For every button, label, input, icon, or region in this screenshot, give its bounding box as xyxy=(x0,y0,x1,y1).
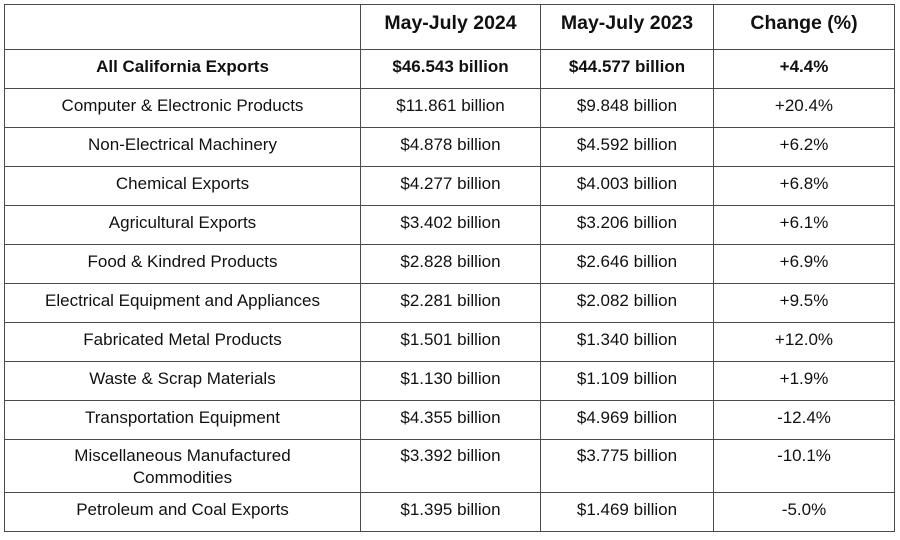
header-may-july-2023: May-July 2023 xyxy=(540,4,714,50)
category-cell: Transportation Equipment xyxy=(4,400,361,440)
category-cell: Petroleum and Coal Exports xyxy=(4,492,361,532)
change-cell: +12.0% xyxy=(713,322,895,362)
table-row: Chemical Exports $4.277 billion $4.003 b… xyxy=(4,166,895,206)
value-2023-cell: $2.082 billion xyxy=(540,283,714,323)
table-row: Non-Electrical Machinery $4.878 billion … xyxy=(4,127,895,167)
category-cell: Food & Kindred Products xyxy=(4,244,361,284)
value-2023-cell: $3.775 billion xyxy=(540,439,714,493)
change-cell: +6.9% xyxy=(713,244,895,284)
category-cell: Non-Electrical Machinery xyxy=(4,127,361,167)
value-2024-cell: $1.501 billion xyxy=(360,322,541,362)
table-row: Food & Kindred Products $2.828 billion $… xyxy=(4,244,895,284)
value-2023-cell: $3.206 billion xyxy=(540,205,714,245)
value-2024-cell: $2.281 billion xyxy=(360,283,541,323)
value-2024-cell: $2.828 billion xyxy=(360,244,541,284)
value-2024-cell: $3.392 billion xyxy=(360,439,541,493)
table-row: Electrical Equipment and Appliances $2.2… xyxy=(4,283,895,323)
exports-comparison-table: May-July 2024 May-July 2023 Change (%) A… xyxy=(4,4,895,532)
category-cell: Chemical Exports xyxy=(4,166,361,206)
table-row: Waste & Scrap Materials $1.130 billion $… xyxy=(4,361,895,401)
change-cell: +6.8% xyxy=(713,166,895,206)
change-cell: +1.9% xyxy=(713,361,895,401)
change-cell: +4.4% xyxy=(713,49,895,89)
value-2024-cell: $4.355 billion xyxy=(360,400,541,440)
table-row-total: All California Exports $46.543 billion $… xyxy=(4,49,895,89)
category-cell: Waste & Scrap Materials xyxy=(4,361,361,401)
change-cell: -5.0% xyxy=(713,492,895,532)
value-2024-cell: $46.543 billion xyxy=(360,49,541,89)
table-row: Petroleum and Coal Exports $1.395 billio… xyxy=(4,492,895,532)
value-2023-cell: $4.969 billion xyxy=(540,400,714,440)
table-row: Miscellaneous Manufactured Commodities $… xyxy=(4,439,895,493)
category-cell: Agricultural Exports xyxy=(4,205,361,245)
value-2023-cell: $2.646 billion xyxy=(540,244,714,284)
category-cell: All California Exports xyxy=(4,49,361,89)
change-cell: +6.2% xyxy=(713,127,895,167)
value-2023-cell: $4.592 billion xyxy=(540,127,714,167)
table-row: Fabricated Metal Products $1.501 billion… xyxy=(4,322,895,362)
value-2023-cell: $1.109 billion xyxy=(540,361,714,401)
value-2024-cell: $3.402 billion xyxy=(360,205,541,245)
change-cell: -12.4% xyxy=(713,400,895,440)
change-cell: -10.1% xyxy=(713,439,895,493)
change-cell: +20.4% xyxy=(713,88,895,128)
table-row: Computer & Electronic Products $11.861 b… xyxy=(4,88,895,128)
category-cell: Electrical Equipment and Appliances xyxy=(4,283,361,323)
value-2023-cell: $1.469 billion xyxy=(540,492,714,532)
value-2023-cell: $1.340 billion xyxy=(540,322,714,362)
change-cell: +9.5% xyxy=(713,283,895,323)
value-2023-cell: $9.848 billion xyxy=(540,88,714,128)
category-cell: Fabricated Metal Products xyxy=(4,322,361,362)
value-2024-cell: $11.861 billion xyxy=(360,88,541,128)
value-2024-cell: $4.277 billion xyxy=(360,166,541,206)
value-2024-cell: $1.395 billion xyxy=(360,492,541,532)
table-row: Transportation Equipment $4.355 billion … xyxy=(4,400,895,440)
header-may-july-2024: May-July 2024 xyxy=(360,4,541,50)
value-2023-cell: $4.003 billion xyxy=(540,166,714,206)
header-change-percent: Change (%) xyxy=(713,4,895,50)
category-cell: Miscellaneous Manufactured Commodities xyxy=(4,439,361,493)
value-2023-cell: $44.577 billion xyxy=(540,49,714,89)
header-row: May-July 2024 May-July 2023 Change (%) xyxy=(4,4,895,50)
change-cell: +6.1% xyxy=(713,205,895,245)
header-category xyxy=(4,4,361,50)
value-2024-cell: $4.878 billion xyxy=(360,127,541,167)
table-row: Agricultural Exports $3.402 billion $3.2… xyxy=(4,205,895,245)
category-cell: Computer & Electronic Products xyxy=(4,88,361,128)
value-2024-cell: $1.130 billion xyxy=(360,361,541,401)
